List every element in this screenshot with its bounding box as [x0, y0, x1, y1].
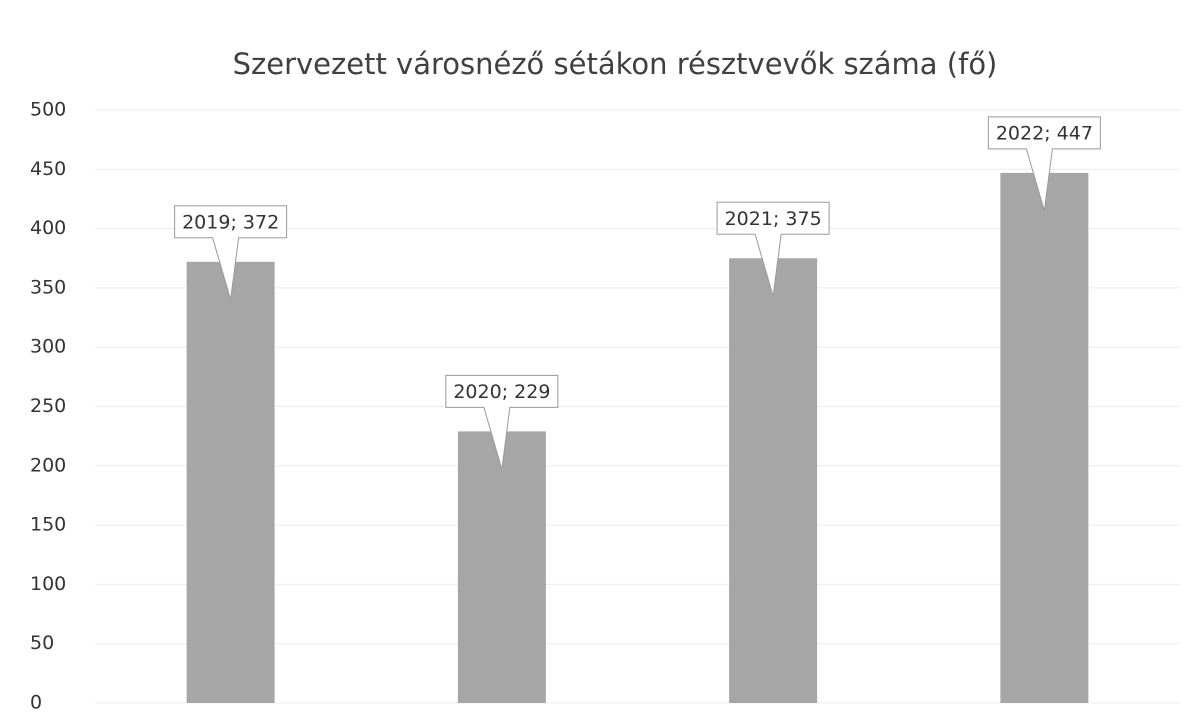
- y-tick-label: 0: [30, 692, 42, 714]
- y-tick-label: 400: [30, 217, 66, 239]
- callout: [987, 116, 1101, 211]
- data-label: 2021; 375: [725, 208, 822, 230]
- y-tick-label: 500: [30, 99, 66, 121]
- data-label: 2022; 447: [996, 122, 1093, 144]
- y-tick-label: 450: [30, 158, 66, 180]
- y-tick-label: 200: [30, 454, 66, 476]
- data-label: 2020; 229: [453, 381, 550, 403]
- bar: [1000, 172, 1089, 703]
- callout: [445, 374, 559, 470]
- bar: [729, 258, 818, 703]
- y-tick-label: 300: [30, 336, 66, 358]
- y-tick-label: 50: [30, 632, 54, 654]
- y-tick-label: 100: [30, 573, 66, 595]
- chart-title: Szervezett városnéző sétákon résztvevők …: [233, 47, 998, 81]
- data-label: 2019; 372: [182, 211, 279, 233]
- y-tick-label: 250: [30, 395, 66, 417]
- callout: [716, 201, 830, 297]
- bar: [457, 431, 546, 703]
- y-tick-label: 350: [30, 276, 66, 298]
- bar: [186, 261, 275, 703]
- y-tick-label: 150: [30, 514, 66, 536]
- callout: [174, 205, 288, 300]
